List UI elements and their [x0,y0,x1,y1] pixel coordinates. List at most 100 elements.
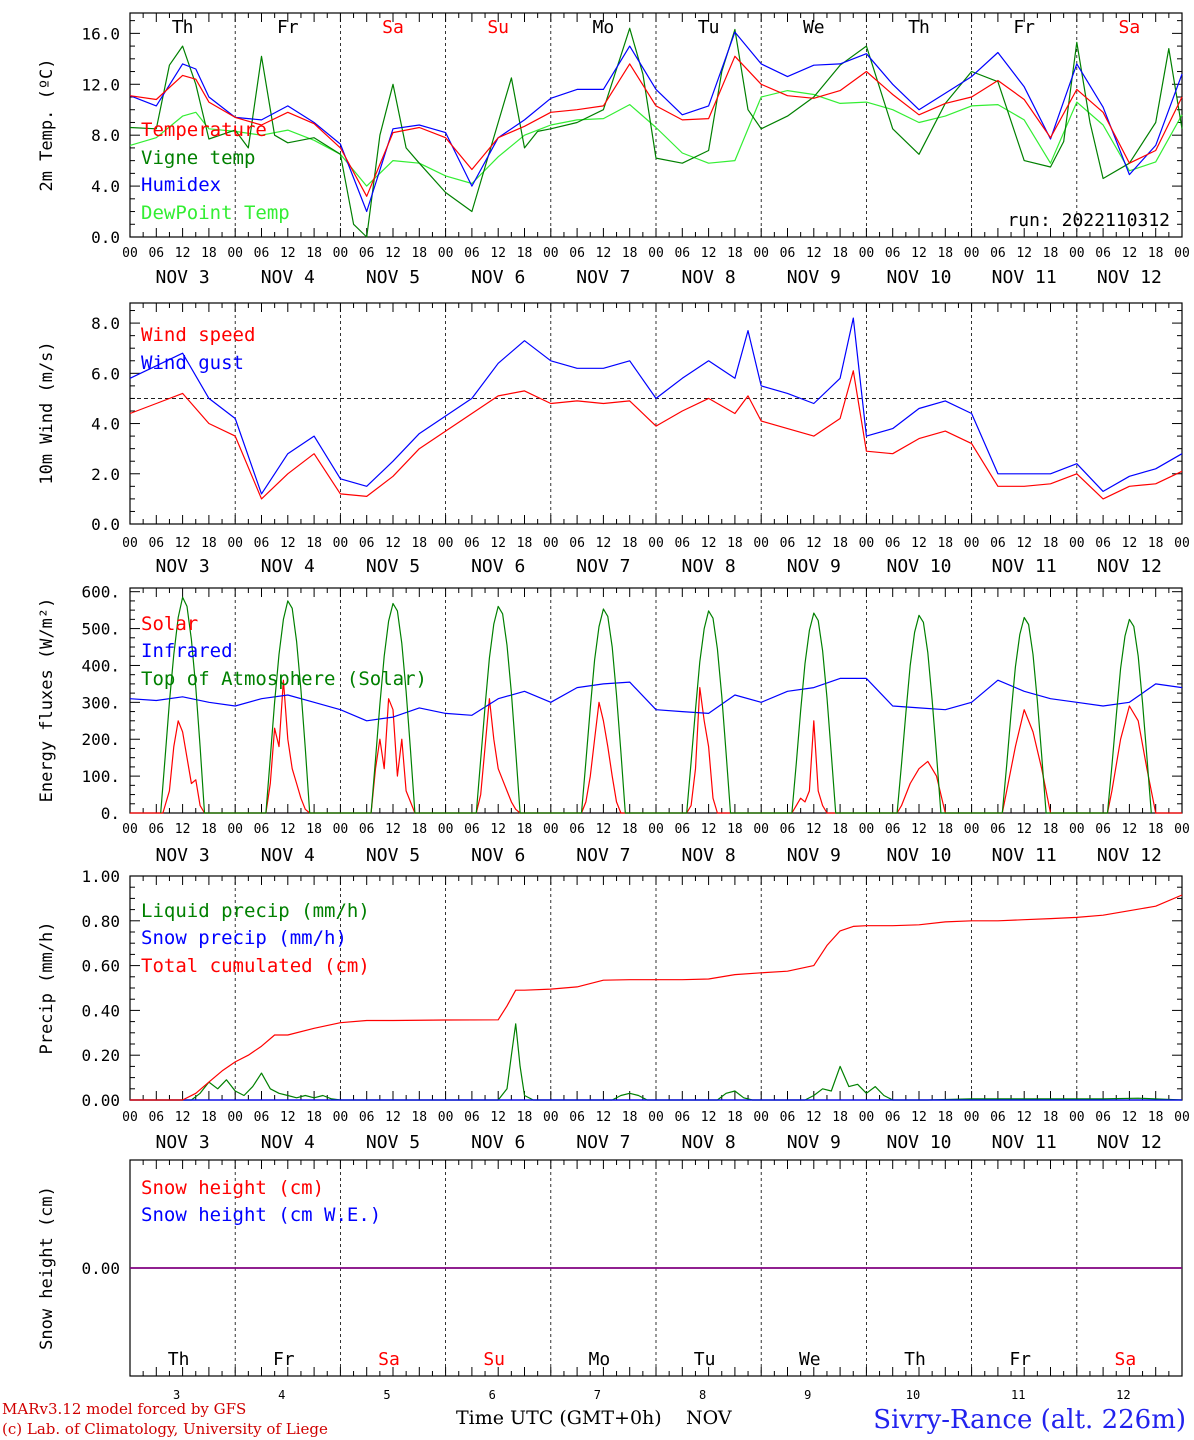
day-number: 5 [383,1388,390,1402]
hour-tick-label: 00 [648,1110,664,1125]
y-tick-label: 4.0 [91,415,120,434]
hour-tick-label: 18 [1043,822,1059,837]
hour-tick-label: 18 [937,536,953,551]
date-label: NOV 10 [886,845,951,866]
hour-tick-label: 00 [753,246,769,261]
y-axis-label: Precip (mm/h) [37,921,57,1054]
hour-tick-label: 06 [780,822,796,837]
y-tick-label: 0. [101,804,120,823]
day-label-bottom: Mo [589,1349,611,1370]
y-tick-label: 1.00 [81,867,120,886]
hour-tick-label: 12 [806,822,822,837]
legend-entry: Snow height (cm) [141,1177,324,1199]
date-label: NOV 7 [576,1132,630,1153]
hour-tick-label: 18 [517,822,533,837]
y-tick-label: 200. [81,730,120,749]
hour-tick-label: 00 [1174,822,1190,837]
series-line-2 [129,317,1183,495]
hour-tick-label: 18 [411,246,427,261]
hour-tick-label: 06 [254,1110,270,1125]
hour-tick-label: 00 [438,822,454,837]
date-label: NOV 8 [682,1132,736,1153]
hour-tick-label: 12 [1016,536,1032,551]
date-label: NOV 4 [261,845,315,866]
hour-tick-label: 18 [306,822,322,837]
hour-tick-label: 18 [727,246,743,261]
y-tick-label: 400. [81,656,120,675]
day-label-top: Mo [593,17,615,38]
hour-tick-label: 06 [990,536,1006,551]
day-number: 9 [804,1388,811,1402]
hour-tick-label: 12 [280,822,296,837]
series-line-3 [129,31,1183,213]
legend-entry: Top of Atmosphere (Solar) [141,668,427,690]
hour-tick-label: 00 [333,536,349,551]
date-label: NOV 11 [992,1132,1057,1153]
hour-tick-label: 00 [543,822,559,837]
time-axis-unit: NOV [686,1407,732,1429]
day-label-top: We [803,17,825,38]
day-label-bottom: Th [168,1349,190,1370]
hour-tick-label: 18 [727,822,743,837]
date-label: NOV 7 [576,845,630,866]
hour-tick-label: 00 [227,1110,243,1125]
legend-entry: Snow precip (mm/h) [141,927,347,949]
legend-entry: Snow height (cm W.E.) [141,1204,381,1226]
hour-tick-label: 00 [859,822,875,837]
day-label-top: Su [487,17,509,38]
hour-tick-label: 00 [859,246,875,261]
hour-tick-label: 06 [1095,1110,1111,1125]
day-label-top: Fr [1013,17,1035,38]
legend-entry: Temperature [141,119,267,141]
hour-tick-label: 12 [1122,536,1138,551]
date-label: NOV 4 [261,556,315,577]
hour-tick-label: 06 [674,1110,690,1125]
date-label: NOV 9 [787,556,841,577]
hour-tick-label: 00 [122,1110,138,1125]
hour-tick-label: 00 [543,536,559,551]
day-number: 7 [594,1388,601,1402]
day-number: 12 [1116,1388,1130,1402]
hour-tick-label: 18 [517,536,533,551]
hour-tick-label: 00 [964,1110,980,1125]
hour-tick-label: 18 [832,536,848,551]
y-tick-label: 16.0 [81,24,120,43]
legend-entry: Humidex [141,174,221,196]
hour-tick-label: 18 [727,1110,743,1125]
hour-tick-label: 12 [701,822,717,837]
hour-tick-label: 06 [464,536,480,551]
hour-tick-label: 12 [175,822,191,837]
hour-tick-label: 06 [780,536,796,551]
hour-tick-label: 00 [227,536,243,551]
hour-tick-label: 06 [148,246,164,261]
hour-tick-label: 12 [596,536,612,551]
day-label-bottom: Fr [273,1349,295,1370]
hour-tick-label: 18 [1043,246,1059,261]
hour-tick-label: 06 [148,822,164,837]
day-number: 8 [699,1388,706,1402]
hour-tick-label: 00 [1174,246,1190,261]
hour-tick-label: 18 [622,246,638,261]
hour-tick-label: 12 [911,1110,927,1125]
hour-tick-label: 12 [280,1110,296,1125]
hour-tick-label: 00 [1174,1110,1190,1125]
day-number: 3 [173,1388,180,1402]
hour-tick-label: 06 [359,246,375,261]
series-line-1 [129,55,1183,197]
date-label: NOV 6 [471,556,525,577]
hour-tick-label: 18 [1043,1110,1059,1125]
hour-tick-label: 06 [1095,246,1111,261]
hour-tick-label: 12 [1016,822,1032,837]
date-label: NOV 4 [261,267,315,288]
date-label: NOV 10 [886,556,951,577]
hour-tick-label: 06 [885,536,901,551]
series-line-2 [129,677,1183,722]
hour-tick-label: 00 [227,246,243,261]
hour-tick-label: 00 [122,536,138,551]
hour-tick-label: 00 [227,822,243,837]
hour-tick-label: 12 [280,246,296,261]
hour-tick-label: 00 [438,536,454,551]
hour-tick-label: 18 [727,536,743,551]
date-label: NOV 10 [886,1132,951,1153]
